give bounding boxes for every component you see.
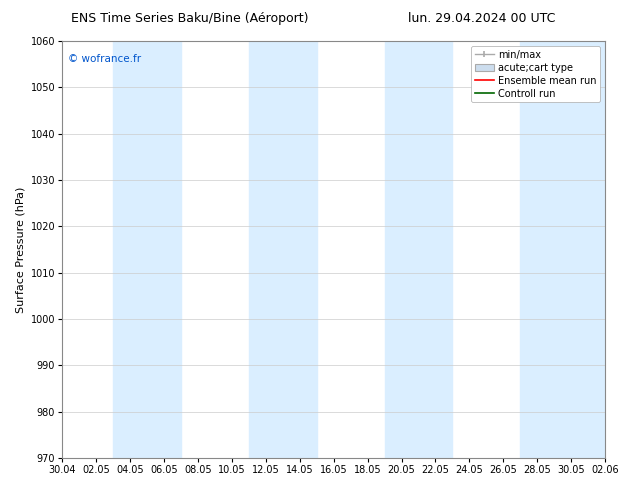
Bar xyxy=(588,41,605,458)
Text: © wofrance.fr: © wofrance.fr xyxy=(68,53,141,64)
Bar xyxy=(113,41,181,458)
Y-axis label: Surface Pressure (hPa): Surface Pressure (hPa) xyxy=(15,186,25,313)
Text: lun. 29.04.2024 00 UTC: lun. 29.04.2024 00 UTC xyxy=(408,12,555,25)
Bar xyxy=(385,41,453,458)
Legend: min/max, acute;cart type, Ensemble mean run, Controll run: min/max, acute;cart type, Ensemble mean … xyxy=(470,46,600,102)
Text: ENS Time Series Baku/Bine (Aéroport): ENS Time Series Baku/Bine (Aéroport) xyxy=(72,12,309,25)
Bar xyxy=(249,41,317,458)
Bar xyxy=(521,41,588,458)
